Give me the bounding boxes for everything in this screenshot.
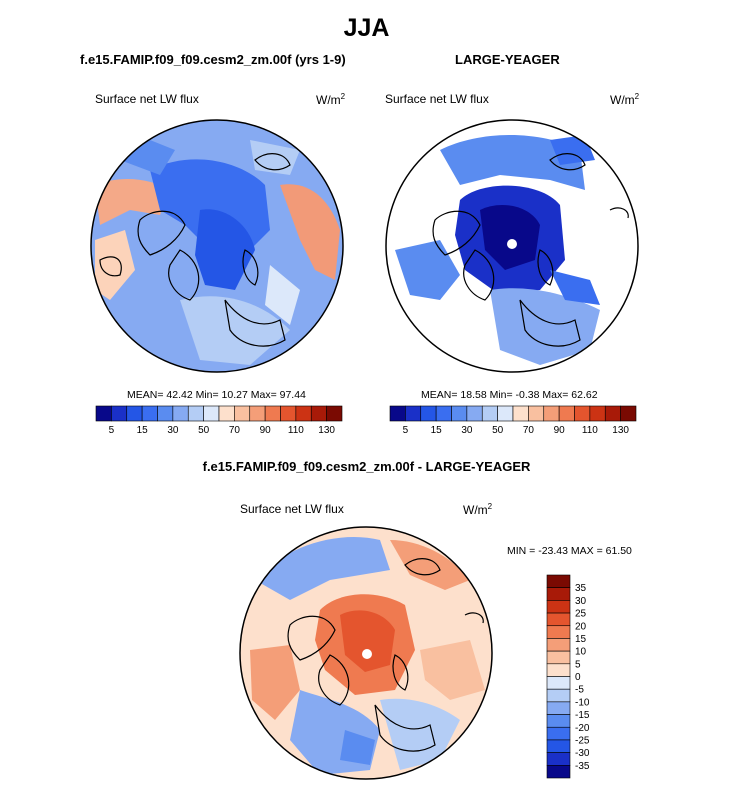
model-colorbar-swatch xyxy=(187,405,204,422)
obs-colorbar-tick-label: 70 xyxy=(523,425,535,436)
obs-colorbar-swatch xyxy=(405,405,422,422)
obs-colorbar-swatch xyxy=(589,405,606,422)
diff-colorbar-swatch xyxy=(546,612,571,627)
diff-panel-title: f.e15.FAMIP.f09_f09.cesm2_zm.00f - LARGE… xyxy=(202,459,531,474)
diff-colorbar-tick-label: 10 xyxy=(575,647,587,658)
diff-colorbar-swatch xyxy=(546,701,571,715)
obs-colorbar-tick-label: 130 xyxy=(612,425,629,436)
model-colorbar-swatch xyxy=(157,405,174,422)
obs-colorbar-swatch xyxy=(512,405,529,422)
model-colorbar-tick-label: 50 xyxy=(198,425,210,436)
model-stats: MEAN= 42.42 Min= 10.27 Max= 97.44 xyxy=(127,389,306,401)
model-colorbar-swatch xyxy=(172,405,189,422)
obs-colorbar-tick-label: 110 xyxy=(582,425,598,436)
diff-colorbar-tick-label: -30 xyxy=(575,748,590,759)
model-colorbar-swatch xyxy=(249,405,266,422)
diff-colorbar-tick-label: -35 xyxy=(575,761,590,772)
model-colorbar-swatch xyxy=(95,405,112,422)
diff-colorbar-tick-label: -15 xyxy=(575,710,590,721)
model-colorbar-tick-label: 15 xyxy=(137,425,149,436)
model-colorbar-tick-label: 130 xyxy=(318,425,335,436)
diff-colorbar-swatch xyxy=(546,676,571,690)
obs-colorbar-swatch xyxy=(420,405,437,422)
model-colorbar-tick-label: 30 xyxy=(167,425,179,436)
obs-colorbar-swatch xyxy=(466,405,483,422)
obs-colorbar-swatch xyxy=(574,405,591,422)
diff-colorbar-swatch xyxy=(546,714,571,728)
diff-units-label: W/m2 xyxy=(463,502,493,517)
obs-units-label: W/m2 xyxy=(610,92,640,107)
diff-colorbar-swatch xyxy=(546,739,571,753)
obs-colorbar-tick-label: 50 xyxy=(492,425,504,436)
obs-colorbar-swatch xyxy=(620,405,637,422)
model-panel-title: f.e15.FAMIP.f09_f09.cesm2_zm.00f (yrs 1-… xyxy=(80,52,346,67)
diff-colorbar-tick-label: 5 xyxy=(575,659,581,670)
figure-title: JJA xyxy=(343,14,390,42)
diff-colorbar-swatch xyxy=(546,688,571,703)
diff-colorbar-swatch xyxy=(546,650,571,665)
diff-colorbar-swatch xyxy=(546,663,571,677)
obs-colorbar-tick-label: 5 xyxy=(403,425,409,436)
model-colorbar-tick-label: 70 xyxy=(229,425,241,436)
model-colorbar-swatch xyxy=(126,405,143,422)
diff-colorbar-tick-label: 30 xyxy=(575,596,587,607)
obs-colorbar-tick-label: 90 xyxy=(554,425,566,436)
model-colorbar-tick-label: 5 xyxy=(109,425,115,436)
obs-polar-map xyxy=(385,119,639,373)
model-colorbar-swatch xyxy=(264,405,281,422)
model-variable-label: Surface net LW flux xyxy=(95,92,199,106)
model-colorbar-swatch xyxy=(111,405,128,422)
model-colorbar-tick-label: 90 xyxy=(260,425,272,436)
model-colorbar-tick-label: 110 xyxy=(288,425,304,436)
diff-polar-map xyxy=(239,526,493,780)
diff-variable-label: Surface net LW flux xyxy=(240,502,344,516)
model-colorbar-swatch xyxy=(326,405,343,422)
diff-colorbar-tick-label: 20 xyxy=(575,621,587,632)
diff-colorbar-swatch xyxy=(546,752,571,766)
obs-colorbar-tick-label: 15 xyxy=(431,425,443,436)
obs-colorbar-swatch xyxy=(528,405,545,422)
model-units-label: W/m2 xyxy=(316,92,346,107)
diff-colorbar-tick-label: -5 xyxy=(575,685,584,696)
model-colorbar-swatch xyxy=(234,405,251,422)
model-colorbar-swatch xyxy=(295,405,312,422)
obs-colorbar-swatch xyxy=(497,405,514,422)
obs-colorbar-swatch xyxy=(543,405,560,422)
obs-variable-label: Surface net LW flux xyxy=(385,92,489,106)
diff-colorbar-tick-label: -25 xyxy=(575,735,590,746)
diff-colorbar-swatch xyxy=(546,600,571,614)
diff-colorbar-swatch xyxy=(546,638,571,652)
obs-colorbar-swatch xyxy=(481,405,498,422)
model-colorbar-swatch xyxy=(310,405,327,422)
diff-colorbar-tick-label: 25 xyxy=(575,609,587,620)
obs-colorbar-swatch xyxy=(435,405,452,422)
obs-colorbar-swatch xyxy=(558,405,575,422)
diff-colorbar-swatch xyxy=(546,625,571,639)
obs-panel-title: LARGE-YEAGER xyxy=(455,52,560,67)
diff-colorbar-swatch xyxy=(546,587,571,601)
diff-colorbar-tick-label: 15 xyxy=(575,634,587,645)
obs-stats: MEAN= 18.58 Min= -0.38 Max= 62.62 xyxy=(421,389,598,401)
model-colorbar: 5 15 30 50 70 90 110 130 xyxy=(95,405,343,436)
obs-colorbar-swatch xyxy=(451,405,468,422)
model-colorbar-swatch xyxy=(280,405,297,422)
model-colorbar-swatch xyxy=(218,405,235,422)
obs-colorbar-tick-label: 30 xyxy=(461,425,473,436)
model-colorbar-swatch xyxy=(141,405,158,422)
diff-colorbar-swatch xyxy=(546,765,571,779)
model-colorbar-swatch xyxy=(203,405,220,422)
obs-colorbar: 5 15 30 50 70 90 110 130 xyxy=(389,405,637,436)
diff-colorbar-tick-label: -10 xyxy=(575,697,590,708)
model-polar-map xyxy=(90,119,344,373)
obs-colorbar-swatch xyxy=(389,405,406,422)
diff-colorbar-swatch xyxy=(546,574,571,588)
diff-colorbar-tick-label: -20 xyxy=(575,723,590,734)
diff-colorbar-tick-label: 35 xyxy=(575,583,587,594)
obs-colorbar-swatch xyxy=(604,405,621,422)
diff-colorbar-tick-label: 0 xyxy=(575,672,581,683)
diff-colorbar-swatch xyxy=(546,726,571,741)
diff-stats: MIN = -23.43 MAX = 61.50 xyxy=(507,545,632,557)
